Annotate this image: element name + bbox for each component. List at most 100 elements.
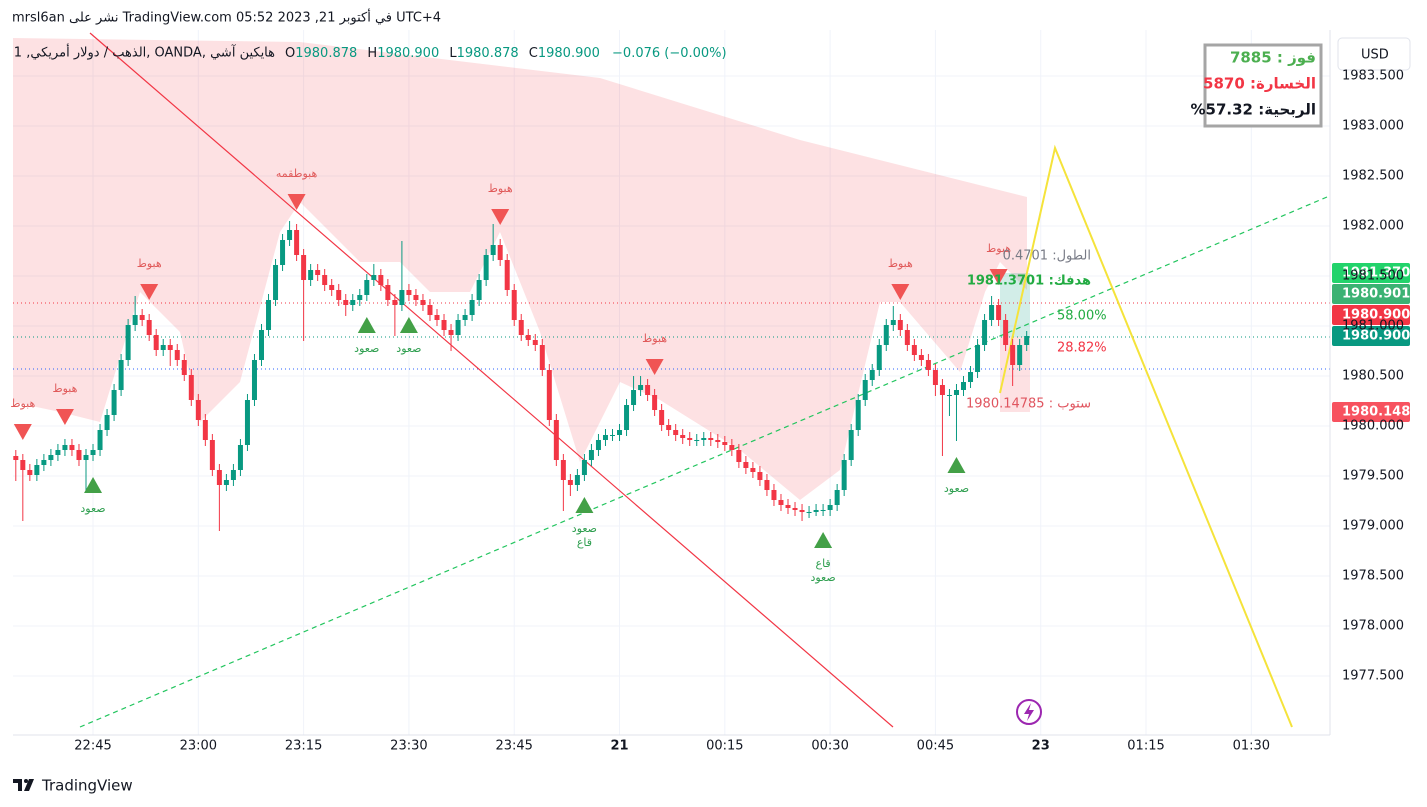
signal-marker	[84, 477, 103, 493]
usd-button-label[interactable]: USD	[1361, 48, 1389, 63]
candle-body	[160, 345, 166, 350]
signal-label: قاع	[577, 536, 592, 549]
y-tick-label: 1980.500	[1342, 369, 1404, 384]
candle-body	[560, 460, 566, 480]
candle-body	[497, 245, 503, 260]
candle-body	[546, 370, 552, 420]
candle-body	[659, 410, 665, 425]
signal-marker	[947, 457, 966, 473]
signal-label: هبوط	[10, 397, 35, 410]
candle-body	[820, 510, 826, 511]
candle-body	[574, 475, 580, 485]
stats-line: %الربحية: 57.32	[1191, 101, 1316, 119]
candle-body	[890, 320, 896, 325]
candle-body	[378, 275, 384, 285]
position-target: هدفك: 1981.3701	[967, 274, 1091, 289]
candle-body	[855, 400, 861, 430]
candle-body	[932, 370, 938, 385]
candle-body	[448, 330, 454, 335]
ohlc-key: H	[367, 46, 377, 61]
y-tick-label: 1979.500	[1342, 469, 1404, 484]
price-label: 1980.901	[1342, 287, 1410, 302]
candle-body	[975, 345, 981, 372]
x-tick-label: 01:15	[1127, 739, 1164, 754]
candle-body	[799, 510, 805, 512]
candle-body	[925, 360, 931, 370]
candle-body	[581, 460, 587, 475]
candle-body	[455, 320, 461, 335]
candle-body	[750, 468, 756, 472]
candle-body	[771, 490, 777, 500]
signal-label: صعود	[80, 502, 105, 515]
candle-body	[673, 430, 679, 435]
candle-body	[827, 505, 833, 510]
signal-label: صعود	[396, 342, 421, 355]
signal-marker	[357, 317, 376, 333]
candle-body	[953, 390, 959, 395]
candle-body	[462, 315, 468, 320]
candle-body	[216, 470, 222, 485]
price-label: 1980.900	[1342, 329, 1410, 344]
candle-body	[476, 280, 482, 300]
candle-body	[322, 275, 328, 285]
usd-button[interactable]	[1337, 37, 1411, 71]
candle-body	[645, 385, 651, 395]
candle-body	[132, 315, 138, 325]
signal-label: هبوط	[137, 257, 162, 270]
footer-brand: TradingView	[41, 777, 133, 795]
candle-body	[259, 330, 264, 360]
position-length: الطول: 0.4701	[1003, 249, 1091, 264]
candle-body	[897, 320, 903, 330]
price-label-box	[1332, 402, 1410, 422]
candle-body	[469, 300, 475, 315]
candle-body	[610, 435, 615, 436]
candles	[13, 221, 1030, 531]
candle-body	[792, 508, 798, 510]
candle-body	[876, 345, 882, 370]
price-label-box	[1332, 305, 1410, 325]
candle-body	[532, 340, 538, 345]
candle-body	[13, 456, 19, 460]
candle-body	[153, 335, 159, 350]
candle-body	[869, 370, 875, 380]
y-tick-label: 1979.000	[1342, 519, 1404, 534]
candle-body	[83, 455, 89, 460]
candle-body	[778, 500, 784, 505]
signal-label: هبوط	[888, 257, 913, 270]
candle-body	[350, 300, 356, 305]
candle-body	[764, 480, 770, 490]
candle-body	[680, 435, 686, 438]
drawings	[13, 32, 1330, 728]
candle-body	[602, 435, 608, 440]
candle-body	[588, 450, 594, 460]
candle-body	[69, 445, 75, 450]
candle-body	[48, 455, 54, 460]
candle-body	[209, 440, 215, 470]
candle-body	[371, 275, 377, 280]
ohlc-legend: O1980.878 H1980.900 L1980.878 C1980.900 …	[285, 46, 727, 61]
y-tick-label: 1978.500	[1342, 569, 1404, 584]
candle-body	[357, 295, 363, 300]
candle-body	[961, 382, 966, 390]
signal-marker	[287, 194, 306, 210]
signal-marker	[491, 209, 510, 225]
signal-marker	[399, 317, 418, 333]
alert-icon[interactable]	[1016, 699, 1042, 725]
candle-body	[904, 330, 910, 345]
signal-marker	[989, 269, 1008, 285]
candle-body	[883, 325, 889, 345]
signal-marker	[575, 497, 594, 513]
candle-body	[202, 420, 208, 440]
signal-label: صعود	[944, 482, 969, 495]
signal-marker	[55, 409, 74, 425]
candle-body	[504, 260, 510, 290]
candle-body	[553, 420, 559, 460]
trend-line	[79, 196, 1328, 728]
ohlc-key: O	[285, 46, 295, 61]
signal-label: صعود	[354, 342, 379, 355]
stats-box	[1203, 43, 1323, 128]
signal-marker	[891, 284, 910, 300]
price-label: 1980.148	[1342, 405, 1410, 420]
price-label-box	[1332, 326, 1410, 346]
